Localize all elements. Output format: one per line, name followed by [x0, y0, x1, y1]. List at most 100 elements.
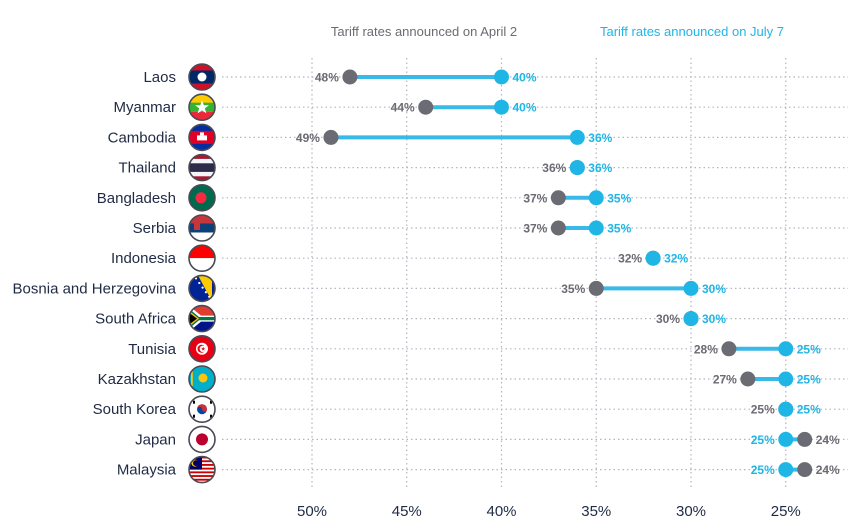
kazakhstan-flag-icon — [188, 365, 216, 393]
myanmar-flag-icon — [188, 93, 216, 121]
chart-row: Bosnia and Herzegovina 35% 30% — [13, 274, 726, 303]
chart-row: Myanmar 44% 40% — [113, 93, 537, 121]
july-value-label: 40% — [513, 101, 537, 115]
july-value-label: 25% — [751, 433, 775, 447]
bangladesh-flag-icon — [188, 184, 216, 212]
country-label: Indonesia — [111, 250, 177, 267]
july-value-label: 35% — [607, 191, 631, 205]
july-dot — [778, 401, 794, 417]
x-tick-label: 50% — [297, 503, 327, 520]
july-value-label: 25% — [797, 373, 821, 387]
april-value-label: 49% — [296, 131, 320, 145]
july-value-label: 32% — [664, 252, 688, 266]
cambodia-flag-icon — [188, 123, 216, 152]
april-dot — [550, 220, 566, 236]
chart-row: South Africa 30% 30% — [95, 304, 726, 333]
april-value-label: 30% — [656, 312, 680, 326]
chart-row: South Korea 25% 25% — [93, 395, 821, 424]
serbia-flag-icon — [188, 214, 216, 242]
country-label: Kazakhstan — [98, 371, 176, 388]
country-label: Serbia — [133, 220, 177, 237]
country-label: Myanmar — [113, 99, 176, 116]
april-value-label: 37% — [523, 191, 547, 205]
july-dot — [569, 129, 585, 145]
x-tick-label: 30% — [676, 503, 706, 520]
july-value-label: 25% — [797, 342, 821, 356]
country-label: Japan — [135, 431, 176, 448]
country-label: Malaysia — [117, 462, 177, 479]
july-dot — [778, 341, 794, 357]
april-value-label: 27% — [713, 373, 737, 387]
chart-row: Thailand 36% 36% — [118, 153, 613, 182]
july-value-label: 36% — [588, 131, 612, 145]
april-dot — [797, 462, 813, 478]
july-value-label: 30% — [702, 312, 726, 326]
legend-july: Tariff rates announced on July 7 — [600, 24, 784, 39]
april-dot — [740, 371, 756, 387]
april-value-label: 48% — [315, 71, 339, 85]
chart-row: Japan 24% 25% — [135, 425, 840, 454]
japan-flag-icon — [188, 425, 216, 454]
april-value-label: 37% — [523, 222, 547, 236]
july-dot — [588, 220, 604, 236]
chart-row: Laos 48% 40% — [143, 63, 537, 91]
july-dot — [683, 280, 699, 296]
july-value-label: 36% — [588, 161, 612, 175]
chart-row: Serbia 37% 35% — [133, 214, 632, 242]
chart-row: Kazakhstan 27% 25% — [98, 365, 821, 393]
april-dot — [323, 129, 339, 145]
thailand-flag-icon — [188, 153, 216, 182]
april-dot — [418, 99, 434, 115]
x-tick-label: 35% — [581, 503, 611, 520]
chart-row: Bangladesh 37% 35% — [97, 184, 632, 212]
april-dot — [721, 341, 737, 357]
country-label: Bosnia and Herzegovina — [13, 280, 177, 297]
april-value-label: 24% — [816, 433, 840, 447]
legend: Tariff rates announced on April 2 Tariff… — [331, 24, 784, 39]
april-value-label: 32% — [618, 252, 642, 266]
chart-rows: Laos 48% 40%Myanmar 44% 40%Cambodia 49% 36%Tha… — [13, 63, 840, 484]
july-value-label: 30% — [702, 282, 726, 296]
july-dot — [778, 371, 794, 387]
july-value-label: 35% — [607, 222, 631, 236]
april-value-label: 35% — [561, 282, 585, 296]
country-label: Tunisia — [128, 341, 176, 358]
bosnia-flag-icon — [188, 274, 216, 303]
april-value-label: 36% — [542, 161, 566, 175]
grid — [222, 58, 848, 488]
south-korea-flag-icon — [188, 395, 216, 424]
country-label: South Africa — [95, 311, 177, 328]
x-tick-label: 25% — [771, 503, 801, 520]
laos-flag-icon — [188, 63, 216, 91]
july-dot — [588, 190, 604, 206]
july-dot — [778, 431, 794, 447]
july-dot — [645, 250, 661, 266]
malaysia-flag-icon — [188, 455, 216, 484]
april-dot — [797, 431, 813, 447]
x-tick-label: 45% — [392, 503, 422, 520]
tunisia-flag-icon — [188, 334, 216, 363]
july-dot — [494, 69, 509, 85]
x-axis-ticks: 50% 45% 40% 35% 30% 25% — [297, 503, 801, 520]
country-label: Laos — [143, 69, 176, 86]
july-dot — [778, 462, 794, 478]
july-dot — [569, 160, 585, 176]
country-label: Bangladesh — [97, 190, 176, 207]
indonesia-flag-icon — [188, 244, 216, 273]
country-label: Cambodia — [108, 129, 177, 146]
chart-row: Malaysia 24% 25% — [117, 455, 840, 484]
july-value-label: 25% — [751, 463, 775, 477]
july-dot — [683, 311, 699, 327]
chart-row: Tunisia 28% 25% — [128, 334, 821, 363]
april-value-label: 44% — [391, 101, 415, 115]
july-value-label: 25% — [797, 403, 821, 417]
april-dot — [550, 190, 566, 206]
south-africa-flag-icon — [188, 304, 216, 333]
x-tick-label: 40% — [486, 503, 516, 520]
july-dot — [494, 99, 509, 115]
chart-row: Cambodia 49% 36% — [108, 123, 613, 152]
april-dot — [342, 69, 358, 85]
july-value-label: 40% — [513, 71, 537, 85]
chart-row: Indonesia 32% 32% — [111, 244, 688, 273]
